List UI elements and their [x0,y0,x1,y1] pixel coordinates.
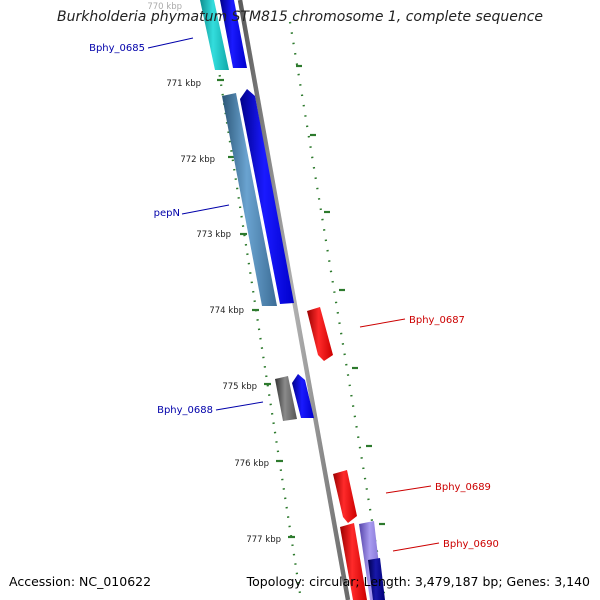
chromosome-backbone [237,0,351,600]
accession-text: Accession: NC_010622 [9,574,152,589]
tick-label-770: 770 kbp [147,2,182,12]
gene-bphy-0689-block[interactable] [333,470,357,523]
gene-bphy-0687-block[interactable] [307,307,333,361]
tick-label-775: 775 kbp [222,382,257,392]
leader-bphy-0687 [359,318,406,328]
leader-bphy-0685 [147,37,194,49]
leader-bphy-0690 [392,542,440,552]
gene-label-bphy-0687[interactable]: Bphy_0687 [409,315,465,326]
outer-scale-ticks [296,64,385,526]
gene-bphy-0685-blocks[interactable] [200,0,247,70]
tick-label-774: 774 kbp [209,306,244,316]
gene-label-bphy-0688[interactable]: Bphy_0688 [157,405,213,416]
map-title: Burkholderia phymatum STM815 chromosome … [56,9,543,25]
gene-label-pepn[interactable]: pepN [154,208,180,219]
outer-dotted-track [288,21,387,600]
leader-bphy-0688 [215,401,264,411]
gene-bphy-0688-blocks[interactable] [275,374,314,421]
tick-label-776: 776 kbp [234,459,269,469]
leader-pepn [181,204,230,215]
tick-label-771: 771 kbp [166,79,201,89]
gene-label-bphy-0685[interactable]: Bphy_0685 [89,43,145,54]
genome-summary-text: Topology: circular; Length: 3,479,187 bp… [246,574,590,589]
scale-ticks [205,3,295,539]
gene-label-bphy-0690[interactable]: Bphy_0690 [443,539,499,550]
gene-bphy-0690-blocks[interactable] [340,521,385,600]
tick-label-773: 773 kbp [196,230,231,240]
gene-label-bphy-0689[interactable]: Bphy_0689 [435,482,491,493]
tick-label-772: 772 kbp [180,155,215,165]
leader-bphy-0689 [385,485,432,494]
gene-pepn-blocks[interactable] [222,89,294,306]
tick-label-777: 777 kbp [246,535,281,545]
